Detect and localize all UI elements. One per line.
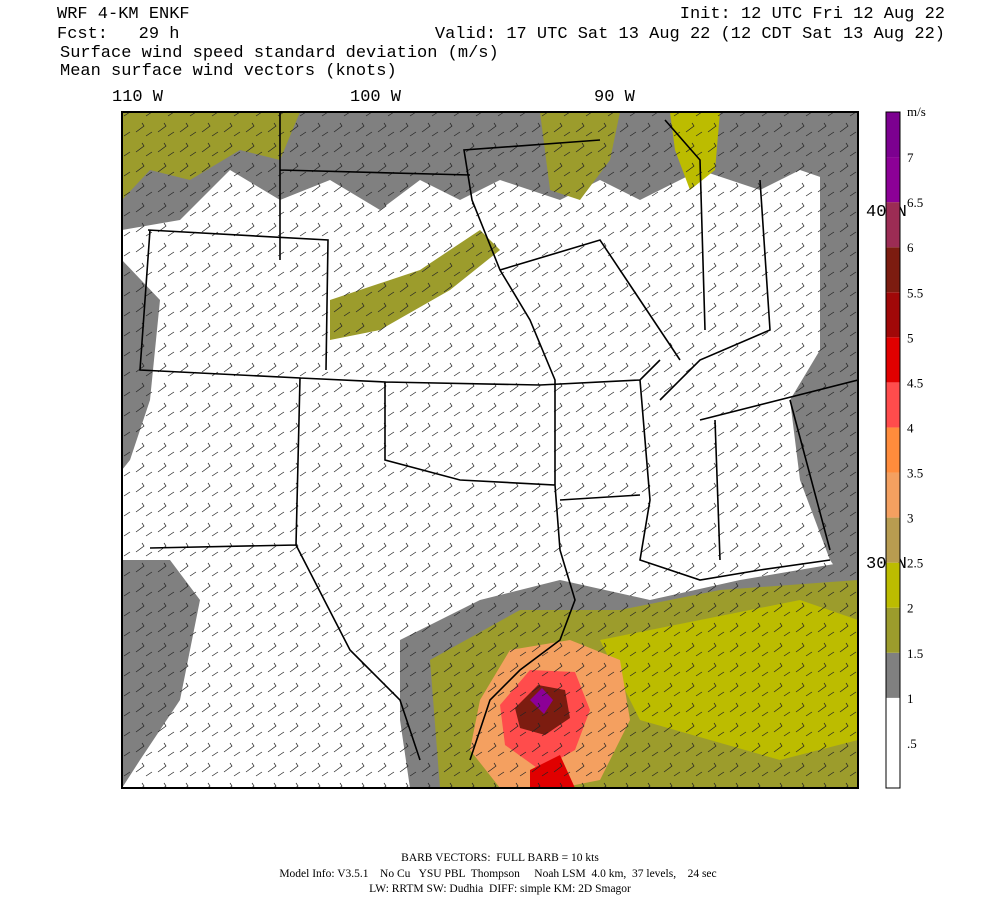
colorbar-unit: m/s (907, 104, 926, 119)
colorbar-segment (886, 382, 900, 428)
colorbar-label: .5 (907, 736, 917, 751)
colorbar-label: 4.5 (907, 375, 923, 390)
init-time: Init: 12 UTC Fri 12 Aug 22 (680, 5, 945, 24)
colorbar-segment (886, 697, 900, 743)
model-title: WRF 4-KM ENKF (57, 5, 190, 24)
colorbar-segment (886, 607, 900, 653)
footer-physics: LW: RRTM SW: Dudhia DIFF: simple KM: 2D … (369, 883, 631, 895)
footer-model-info: Model Info: V3.5.1 No Cu YSU PBL Thompso… (279, 868, 716, 880)
colorbar-label: 3.5 (907, 466, 923, 481)
colorbar-label: 5.5 (907, 285, 923, 300)
colorbar-label: 3 (907, 511, 914, 526)
colorbar: .5 1 1.5 2 2.5 3 3.5 4 4.5 5 5.5 6 6.5 7 (885, 111, 923, 789)
lon-label: 100 W (350, 88, 402, 107)
colorbar-label: 7 (907, 150, 914, 165)
colorbar-segment (886, 337, 900, 383)
colorbar-label: 6.5 (907, 195, 923, 210)
colorbar-segment (886, 517, 900, 563)
colorbar-segment (886, 742, 900, 788)
colorbar-segment (886, 202, 900, 248)
map-field (122, 112, 858, 788)
forecast-hour: Fcst: 29 h (57, 25, 179, 44)
colorbar-label: 1 (907, 691, 914, 706)
colorbar-segment (886, 112, 900, 158)
colorbar-frame (885, 111, 901, 789)
colorbar-label: 6 (907, 240, 914, 255)
colorbar-label: 1.5 (907, 646, 923, 661)
colorbar-label: 2 (907, 601, 914, 616)
valid-time: Valid: 17 UTC Sat 13 Aug 22 (12 CDT Sat … (435, 25, 945, 44)
colorbar-segment (886, 157, 900, 203)
colorbar-segment (886, 562, 900, 608)
colorbar-segment (886, 292, 900, 338)
colorbar-label: 5 (907, 330, 914, 345)
colorbar-label: 2.5 (907, 556, 923, 571)
lon-label: 110 W (112, 88, 164, 107)
colorbar-segment (886, 652, 900, 698)
vector-title: Mean surface wind vectors (knots) (60, 62, 397, 81)
lon-label: 90 W (594, 88, 636, 107)
map-frame (121, 111, 859, 789)
colorbar-label: 4 (907, 420, 914, 435)
field-title: Surface wind speed standard deviation (m… (60, 44, 499, 63)
footer-barbs: BARB VECTORS: FULL BARB = 10 kts (401, 852, 599, 864)
colorbar-segment (886, 427, 900, 473)
colorbar-segment (886, 247, 900, 293)
colorbar-segment (886, 472, 900, 518)
